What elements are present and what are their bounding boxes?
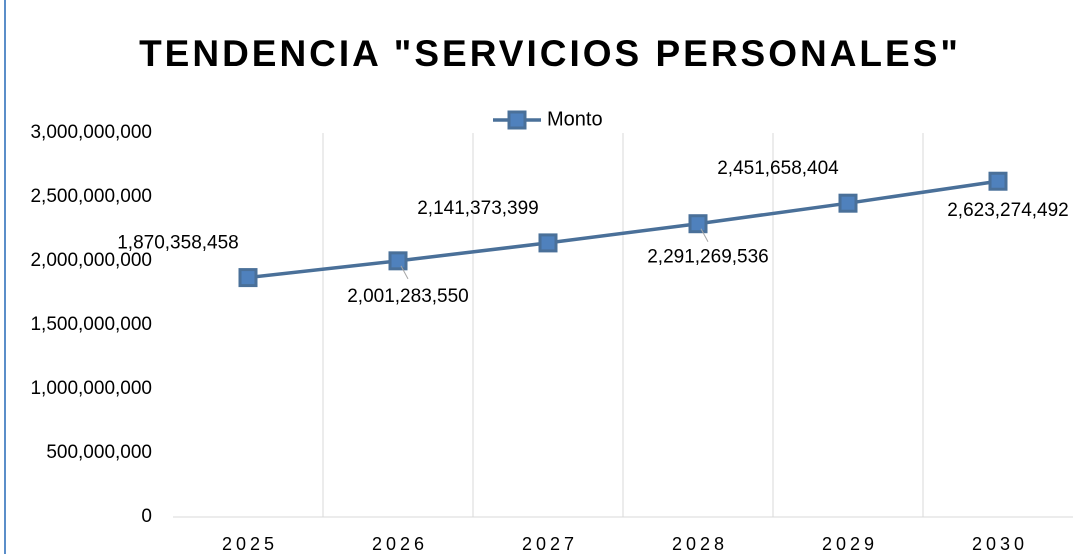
data-line xyxy=(247,179,999,280)
y-tick-label: 3,000,000,000 xyxy=(30,122,152,143)
data-label: 1,870,358,458 xyxy=(117,233,239,254)
y-tick-label: 1,500,000,000 xyxy=(30,314,152,335)
data-label: 2,623,274,492 xyxy=(947,200,1069,221)
legend-marker xyxy=(507,110,527,130)
x-tick-label: 2026 xyxy=(372,534,428,554)
leader-line xyxy=(700,228,709,242)
data-marker xyxy=(688,214,708,234)
y-tick-label: 0 xyxy=(141,506,152,527)
x-tick-label: 2030 xyxy=(972,534,1028,554)
data-label: 2,001,283,550 xyxy=(347,286,469,307)
chart-title: TENDENCIA "SERVICIOS PERSONALES" xyxy=(139,33,961,74)
y-tick-label: 2,500,000,000 xyxy=(30,186,152,207)
data-label: 2,141,373,399 xyxy=(417,198,539,219)
x-tick-label: 2027 xyxy=(522,534,578,554)
data-label: 2,291,269,536 xyxy=(647,247,769,268)
data-marker xyxy=(838,193,858,213)
leader-line xyxy=(400,265,409,280)
data-marker xyxy=(988,171,1008,191)
data-label: 2,451,658,404 xyxy=(717,158,839,179)
data-marker xyxy=(388,251,408,271)
x-tick-label: 2029 xyxy=(822,534,878,554)
x-tick-label: 2028 xyxy=(672,534,728,554)
data-marker xyxy=(538,233,558,253)
data-marker xyxy=(238,268,258,288)
y-tick-label: 2,000,000,000 xyxy=(30,250,152,271)
y-tick-label: 500,000,000 xyxy=(46,442,152,463)
legend-label: Monto xyxy=(547,108,603,130)
x-tick-label: 2025 xyxy=(222,534,278,554)
y-tick-label: 1,000,000,000 xyxy=(30,378,152,399)
